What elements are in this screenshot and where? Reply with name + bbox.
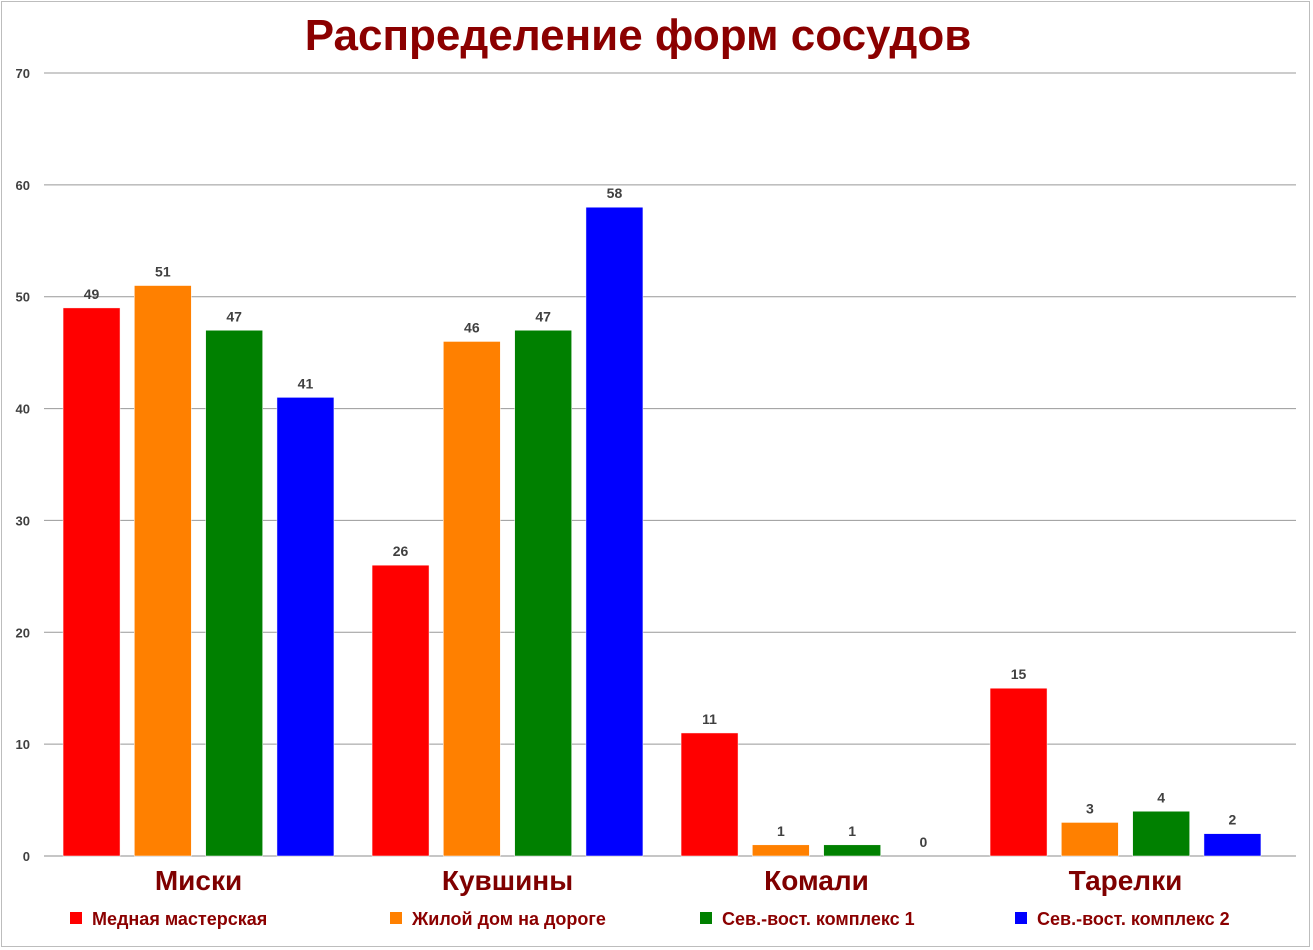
data-label: 4 (1157, 789, 1165, 805)
data-label: 26 (393, 543, 409, 559)
bar (514, 330, 572, 857)
data-label: 46 (464, 319, 480, 335)
bars (62, 206, 1262, 857)
chart-title: Распределение форм сосудов (305, 11, 972, 60)
category-label: Тарелки (1069, 865, 1183, 896)
x-axis: Миски Кувшины Комали Тарелки (155, 865, 1183, 896)
bar (62, 307, 121, 857)
legend-label: Медная мастерская (92, 909, 267, 929)
y-tick-label: 60 (16, 178, 30, 193)
bar (205, 330, 263, 857)
bar (1203, 833, 1262, 857)
y-tick-label: 70 (16, 66, 30, 81)
data-label: 41 (298, 375, 314, 391)
data-label: 49 (84, 286, 100, 302)
y-tick-label: 50 (16, 290, 30, 305)
data-label: 58 (607, 185, 623, 201)
bar (134, 285, 192, 857)
data-label: 51 (155, 264, 171, 280)
data-label: 47 (226, 308, 242, 324)
data-label: 47 (535, 308, 551, 324)
data-label: 1 (777, 823, 785, 839)
legend-swatch (70, 912, 82, 924)
bar (276, 397, 335, 857)
data-label: 15 (1011, 666, 1027, 682)
y-tick-label: 20 (16, 625, 30, 640)
category-label: Миски (155, 865, 242, 896)
bar (1061, 822, 1119, 857)
data-label: 2 (1229, 812, 1237, 828)
legend-swatch (390, 912, 402, 924)
data-label: 3 (1086, 800, 1094, 816)
legend-swatch (1015, 912, 1027, 924)
legend-label: Жилой дом на дороге (411, 909, 606, 929)
bar (585, 206, 644, 857)
bar (371, 564, 430, 857)
legend-label: Сев.-вост. комплекс 1 (722, 909, 915, 929)
y-tick-label: 10 (16, 737, 30, 752)
y-axis: 0 10 20 30 40 50 60 70 (16, 66, 30, 864)
legend-label: Сев.-вост. комплекс 2 (1037, 909, 1230, 929)
y-tick-label: 30 (16, 513, 30, 528)
legend: Медная мастерская Жилой дом на дороге Сев.… (70, 909, 1230, 929)
category-label: Кувшины (442, 865, 573, 896)
legend-swatch (700, 912, 712, 924)
bar (752, 844, 810, 857)
y-tick-label: 40 (16, 402, 30, 417)
data-label: 0 (920, 834, 928, 850)
bar (443, 341, 501, 857)
y-tick-label: 0 (23, 849, 30, 864)
bar (1132, 811, 1190, 857)
bar (823, 844, 881, 857)
category-label: Комали (764, 865, 869, 896)
bar (680, 732, 739, 857)
bar (989, 687, 1048, 857)
data-label: 1 (848, 823, 856, 839)
data-label: 11 (702, 711, 717, 727)
